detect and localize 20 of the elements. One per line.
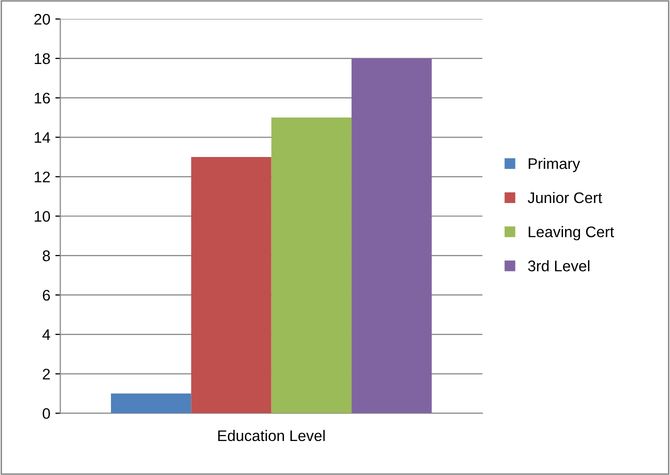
- y-tick-label: 20: [34, 14, 50, 25]
- bar: [110, 394, 192, 414]
- y-tick-label: 0: [42, 408, 50, 419]
- y-tick-label: 6: [42, 290, 50, 301]
- legend-label: Primary: [528, 158, 580, 172]
- y-tick-label: 2: [42, 368, 50, 380]
- y-tick-label: 4: [42, 329, 50, 340]
- y-tick-label: 18: [34, 53, 50, 64]
- y-tick-label: 10: [34, 210, 50, 222]
- x-tick-label: Education Level: [218, 430, 325, 442]
- legend-label: Leaving Cert: [528, 226, 614, 240]
- bar: [191, 156, 272, 414]
- y-tick-label: 12: [34, 172, 50, 182]
- legend-label: Junior Cert: [528, 192, 602, 204]
- legend-label: 3rd Level: [528, 260, 590, 272]
- y-tick-label: 8: [42, 250, 50, 262]
- bar: [271, 118, 352, 414]
- y-tick-label: 14: [34, 132, 50, 143]
- bar: [352, 58, 432, 414]
- y-tick-label: 16: [34, 92, 50, 104]
